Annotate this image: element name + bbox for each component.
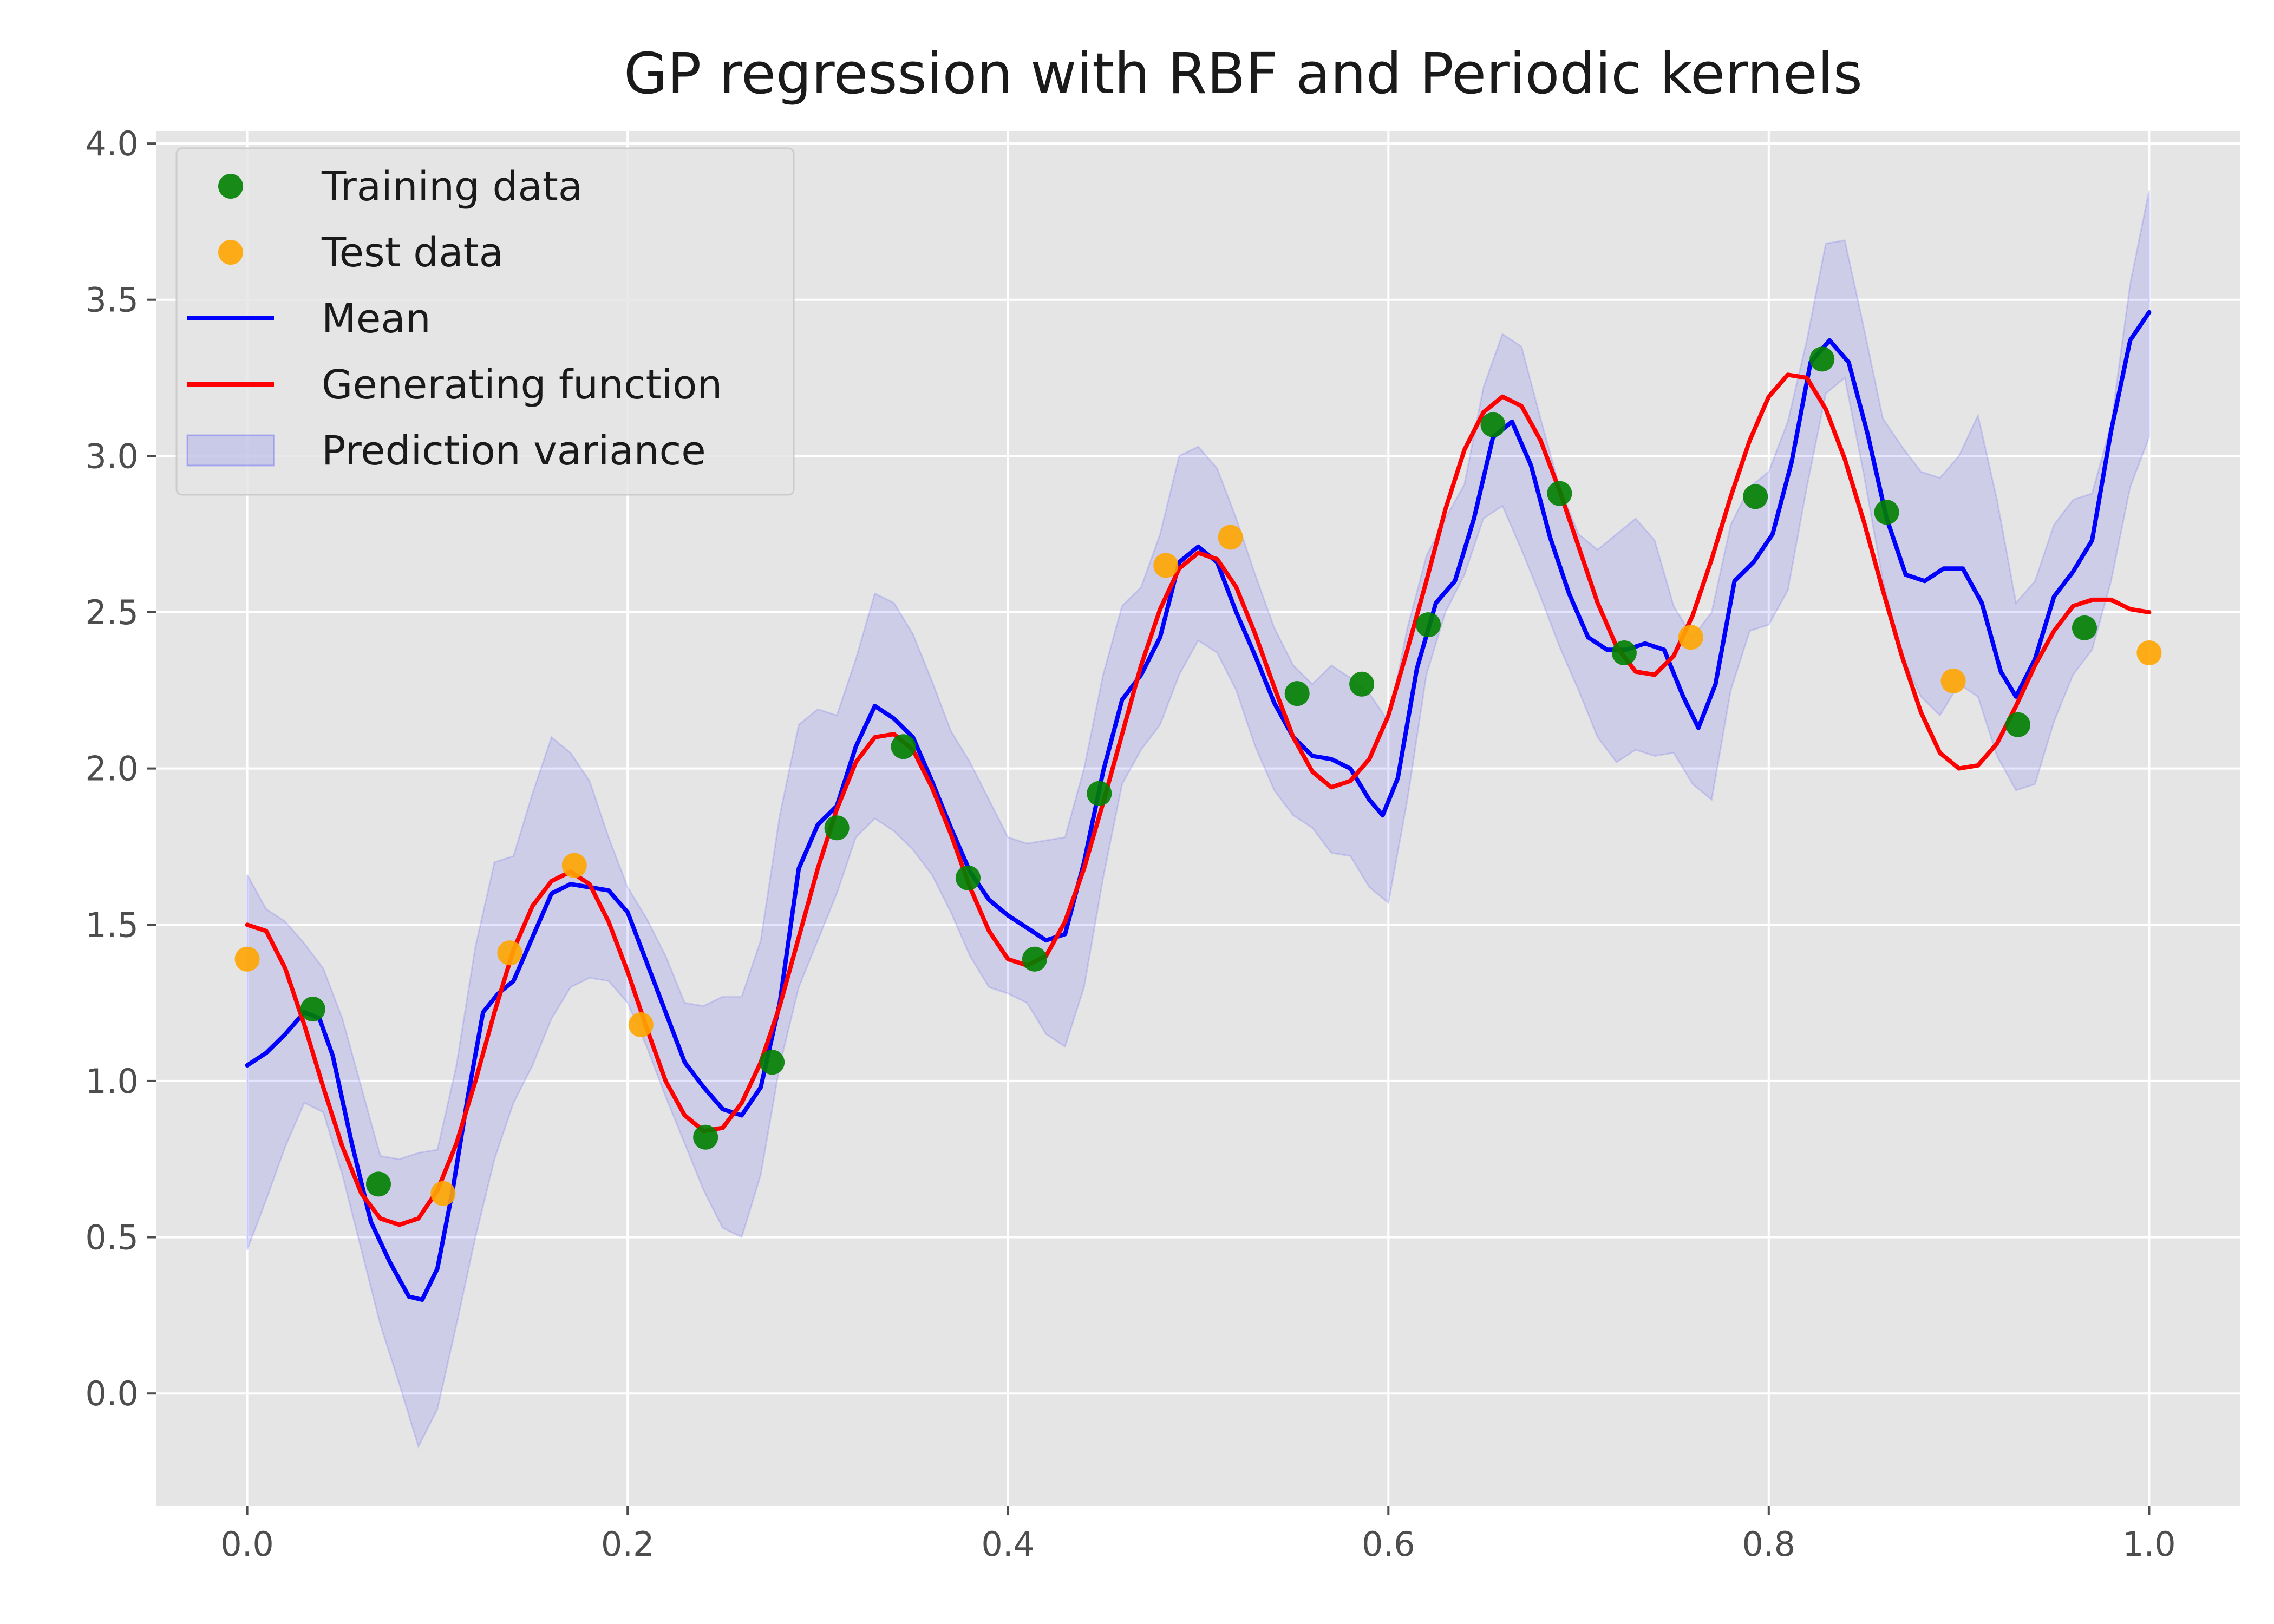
training-data-point [1743, 484, 1768, 509]
training-data-point [891, 734, 916, 759]
generating-function-line [245, 372, 2152, 1227]
test-data-point [561, 853, 587, 878]
legend-band-swatch [186, 434, 275, 467]
x-tick-label: 1.0 [2122, 1524, 2176, 1564]
prediction-variance-band [246, 190, 2150, 1449]
x-tick-label: 0.2 [601, 1524, 655, 1564]
training-data-point [1284, 681, 1310, 706]
prediction-variance-band-layer [246, 190, 2150, 1449]
legend-box [175, 147, 795, 496]
axis-ticks: 0.0 0.2 0.4 0.6 0.8 1.0 0.0 0.5 1.0 1.5 2.0 2.5 3.0 3… [85, 124, 2176, 1564]
mean-line [245, 310, 2152, 1302]
y-tick-label: 1.0 [85, 1062, 139, 1101]
y-tick-label: 4.0 [85, 124, 139, 163]
test-data-point [430, 1181, 456, 1206]
legend-label: Test data [321, 230, 504, 276]
training-data-point [1874, 500, 1899, 525]
y-tick-label: 1.5 [85, 905, 139, 945]
training-data-point [1547, 481, 1572, 506]
line-series-layer [245, 310, 2152, 1302]
training-data-point [1022, 946, 1047, 972]
training-data-point [1611, 640, 1637, 665]
legend-label: Training data [321, 163, 583, 210]
legend-marker-training [218, 174, 243, 199]
training-data-point [2005, 712, 2030, 737]
y-tick-label: 2.0 [85, 749, 139, 789]
training-data-point [1416, 612, 1441, 638]
training-data-point [1480, 412, 1506, 437]
test-data-point [1153, 553, 1179, 578]
test-data-point [234, 946, 260, 972]
legend-marker-test [218, 240, 243, 265]
y-tick-label: 0.0 [85, 1374, 139, 1413]
test-data-point [1678, 625, 1703, 650]
test-data-point [2136, 640, 2162, 665]
x-tick-label: 0.6 [1362, 1524, 1415, 1564]
training-data-point [1349, 671, 1375, 697]
training-data-point [760, 1050, 785, 1075]
training-data-point [824, 815, 850, 841]
legend-label: Prediction variance [322, 428, 706, 474]
test-data-point [1218, 525, 1243, 550]
test-data-point [628, 1012, 654, 1037]
training-data-point [1087, 781, 1112, 806]
x-tick-label: 0.4 [981, 1524, 1035, 1564]
training-data-point [956, 865, 981, 890]
y-tick-label: 0.5 [85, 1218, 139, 1258]
test-data-point [497, 940, 522, 966]
test-data-point [1940, 669, 1966, 693]
scatter-points-layer [234, 346, 2162, 1206]
y-tick-label: 3.5 [85, 280, 139, 320]
training-data-point [1809, 346, 1835, 372]
legend-label: Generating function [322, 362, 722, 408]
training-data-point [693, 1124, 718, 1150]
y-tick-label: 2.5 [85, 593, 139, 632]
legend: Training data Test data Mean Generating fun… [175, 147, 795, 496]
chart-title: GP regression with RBF and Periodic kern… [624, 41, 1863, 107]
legend-label: Mean [322, 296, 431, 342]
training-data-point [366, 1171, 391, 1197]
y-tick-label: 3.0 [85, 436, 139, 476]
training-data-point [2072, 615, 2097, 640]
x-tick-label: 0.8 [1742, 1524, 1795, 1564]
training-data-point [300, 997, 325, 1022]
x-tick-label: 0.0 [220, 1524, 274, 1564]
